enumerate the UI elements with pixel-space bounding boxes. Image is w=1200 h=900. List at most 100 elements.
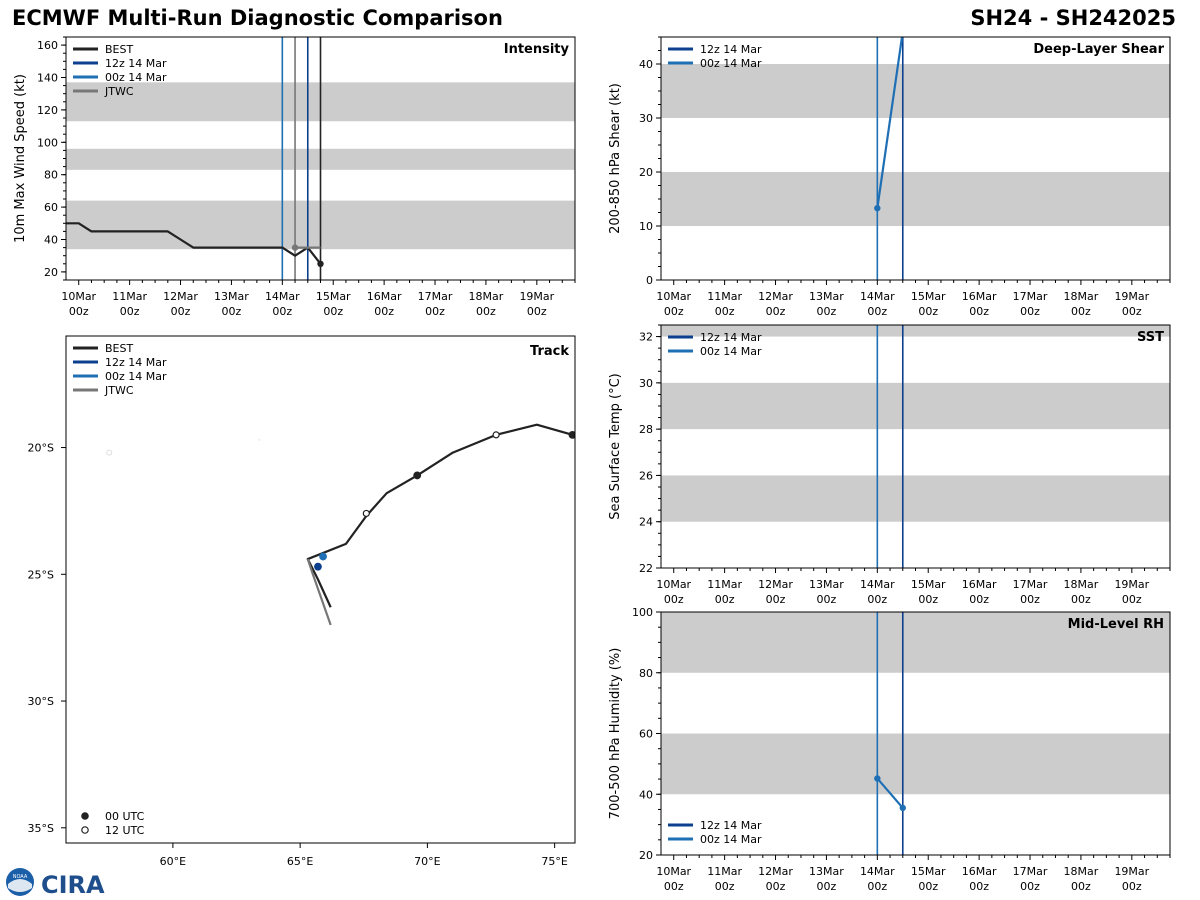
sst-plot-area [661,325,1170,568]
x-tick-time-label: 00z [425,305,445,318]
y-tick-label: 20 [639,166,653,179]
rh-panel-title: Mid-Level RH [1068,617,1164,632]
track-plot-area [106,423,575,626]
x-tick-date-label: 19Mar [1114,290,1149,303]
x-tick-date-label: 18Mar [469,290,504,303]
legend-label-run_12z: 12z 14 Mar [700,331,762,344]
x-tick-time-label: 00z [766,880,786,893]
x-tick-time-label: 00z [969,880,989,893]
x-tick-date-label: 12Mar [758,578,793,591]
legend-label-run_12z: 12z 14 Mar [700,43,762,56]
x-tick-date-label: 19Mar [1114,865,1149,878]
data-point-run_00z [874,204,881,212]
x-tick-date-label: 13Mar [214,290,249,303]
y-tick-label: 0 [646,274,653,287]
y-tick-label: 20 [639,849,653,862]
x-tick-date-label: 15Mar [316,290,351,303]
x-tick-time-label: 00z [374,305,394,318]
x-tick-time-label: 00z [1122,593,1142,606]
x-tick-time-label: 00z [969,305,989,318]
y-tick-label: 160 [37,39,58,52]
series-line-best [66,222,322,265]
x-tick-date-label: 19Mar [519,290,554,303]
track-panel: 60°E 65°E 70°E 75°E 20°S 25°S 30°S 35°S Track BES… [28,335,576,868]
y-tick-label: 26 [639,469,653,482]
x-tick-time-label: 00z [867,305,887,318]
x-tick-time-label: 00z [1071,305,1091,318]
legend-label-jtwc: JTWC [104,384,134,397]
x-tick-date-label: 14Mar [860,865,895,878]
cira-logo: NOAA CIRA [6,868,105,898]
legend-label-jtwc: JTWC [104,85,134,98]
y-tick-label: 30°S [28,695,54,708]
legend-marker-label: 00 UTC [105,810,145,823]
legend-label-run_00z: 00z 14 Mar [105,370,167,383]
island-outline [258,439,261,441]
y-tick-label: 40 [44,234,58,247]
x-tick-label: 75°E [541,855,567,868]
x-tick-time-label: 00z [664,880,684,893]
track-point-filled [568,430,575,439]
shear-panel-title: Deep-Layer Shear [1033,42,1164,57]
sst-ylabel: Sea Surface Temp (°C) [608,373,623,520]
storm-id-title: SH24 - SH242025 [970,6,1176,30]
y-tick-label: 100 [632,606,653,619]
x-tick-date-label: 13Mar [809,865,844,878]
x-tick-date-label: 15Mar [911,578,946,591]
x-tick-date-label: 10Mar [61,290,96,303]
x-tick-date-label: 12Mar [163,290,198,303]
legend-label-best: BEST [105,342,133,355]
legend-label-run_00z: 00z 14 Mar [105,71,167,84]
x-tick-date-label: 18Mar [1064,290,1099,303]
sst-panel-title: SST [1137,330,1164,345]
x-tick-date-label: 18Mar [1064,865,1099,878]
x-tick-date-label: 14Mar [860,578,895,591]
y-tick-label: 60 [639,728,653,741]
x-tick-time-label: 00z [715,880,735,893]
legend-label-run_12z: 12z 14 Mar [105,356,167,369]
shade-band [661,733,1170,795]
legend-label-run_12z: 12z 14 Mar [700,819,762,832]
x-tick-time-label: 00z [918,305,938,318]
x-tick-time-label: 00z [867,880,887,893]
data-point-jtwc [291,244,299,251]
legend-marker-filled [81,812,89,820]
series-line-run_00z [876,37,904,209]
x-tick-date-label: 15Mar [911,865,946,878]
y-tick-label: 80 [639,667,653,680]
shade-band [661,325,1170,337]
x-tick-date-label: 16Mar [962,290,997,303]
x-tick-date-label: 11Mar [112,290,147,303]
x-tick-time-label: 00z [323,305,343,318]
island-outline [106,449,113,456]
track-point-open [362,509,370,518]
shade-band [661,382,1170,430]
x-tick-label: 60°E [160,855,186,868]
intensity-panel: 20 40 60 80 100 120 140 160 10Mar 00z 11Mar 00z 12Ma… [13,36,576,318]
x-tick-label: 70°E [414,855,440,868]
x-tick-time-label: 00z [969,593,989,606]
x-tick-date-label: 12Mar [758,865,793,878]
shear-panel: 0 10 20 30 40 10Mar 00z 11Mar 00z 12Mar 00z 13Mar 00… [608,36,1171,318]
x-tick-time-label: 00z [715,305,735,318]
y-tick-label: 28 [639,423,653,436]
y-tick-label: 40 [639,788,653,801]
x-tick-time-label: 00z [1020,305,1040,318]
sst-frame [660,324,1171,569]
series-line-run_00z [876,777,904,809]
track-line-jtwc [306,558,332,626]
x-tick-time-label: 00z [817,593,837,606]
noaa-logo-wave [8,879,32,892]
shade-band [661,172,1170,226]
legend-label-best: BEST [105,43,133,56]
y-tick-label: 20°S [28,442,54,455]
x-tick-date-label: 16Mar [367,290,402,303]
intensity-ylabel: 10m Max Wind Speed (kt) [13,74,28,243]
x-tick-date-label: 10Mar [656,578,691,591]
page-title: ECMWF Multi-Run Diagnostic Comparison [12,6,503,30]
x-tick-date-label: 17Mar [1013,290,1048,303]
track-point-open [492,431,500,439]
y-tick-label: 32 [639,331,653,344]
x-tick-date-label: 11Mar [707,865,742,878]
